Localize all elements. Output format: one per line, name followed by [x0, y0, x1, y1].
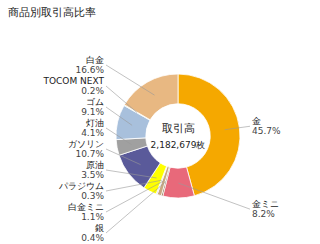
leader-line [106, 180, 162, 191]
data-label-name: TOCOM NEXT [43, 76, 105, 86]
center-label: 2,182,679枚 [151, 140, 206, 150]
wedge [124, 74, 178, 120]
data-label-value: 9.1% [81, 107, 104, 117]
data-label-value: 4.1% [81, 128, 104, 138]
chart: 商品別取引高比率取引高 2,182,679枚 金45.7% 金ミニ8.2% 銀0.4% 白… [0, 0, 320, 244]
data-label-value: 0.4% [81, 233, 104, 243]
data-label-name: パラジウム [58, 181, 104, 191]
data-label-value: 8.2% [252, 209, 275, 219]
data-label-value: 3.5% [81, 170, 104, 180]
wedge [116, 138, 147, 155]
data-label-name: 金ミニ [252, 199, 279, 209]
data-label-value: 10.7% [75, 149, 104, 159]
leader-line [225, 126, 250, 129]
leader-line [106, 149, 141, 165]
data-label-name: 金 [252, 116, 261, 126]
leader-line [106, 107, 132, 125]
leader-line [106, 170, 157, 178]
data-label-value: 45.7% [252, 126, 281, 136]
leader-line [106, 86, 137, 113]
leader-line [106, 181, 164, 212]
data-label-name: ゴム [86, 97, 104, 107]
leader-line [106, 65, 155, 95]
center-label: 取引高 [162, 122, 195, 135]
leader-line [106, 128, 132, 145]
data-label-value: 0.2% [81, 86, 104, 96]
data-label-name: 白金ミニ [68, 202, 104, 212]
data-label-value: 0.3% [81, 191, 104, 201]
title: 商品別取引高比率 [8, 6, 96, 19]
leader-line [178, 183, 250, 209]
data-label-name: 銀 [95, 223, 104, 233]
wedges [116, 74, 240, 198]
data-label-name: 原油 [86, 160, 104, 170]
data-label-name: 白金 [86, 55, 104, 65]
data-label-name: ガソリン [68, 139, 104, 149]
data-label-value: 1.1% [81, 212, 104, 222]
data-label-value: 16.6% [75, 65, 104, 75]
labels: 金45.7% 金ミニ8.2% 銀0.4% 白金ミニ1.1% パラジウム0.3% 原油3.5… [43, 55, 282, 243]
data-label-name: 灯油 [86, 118, 104, 128]
